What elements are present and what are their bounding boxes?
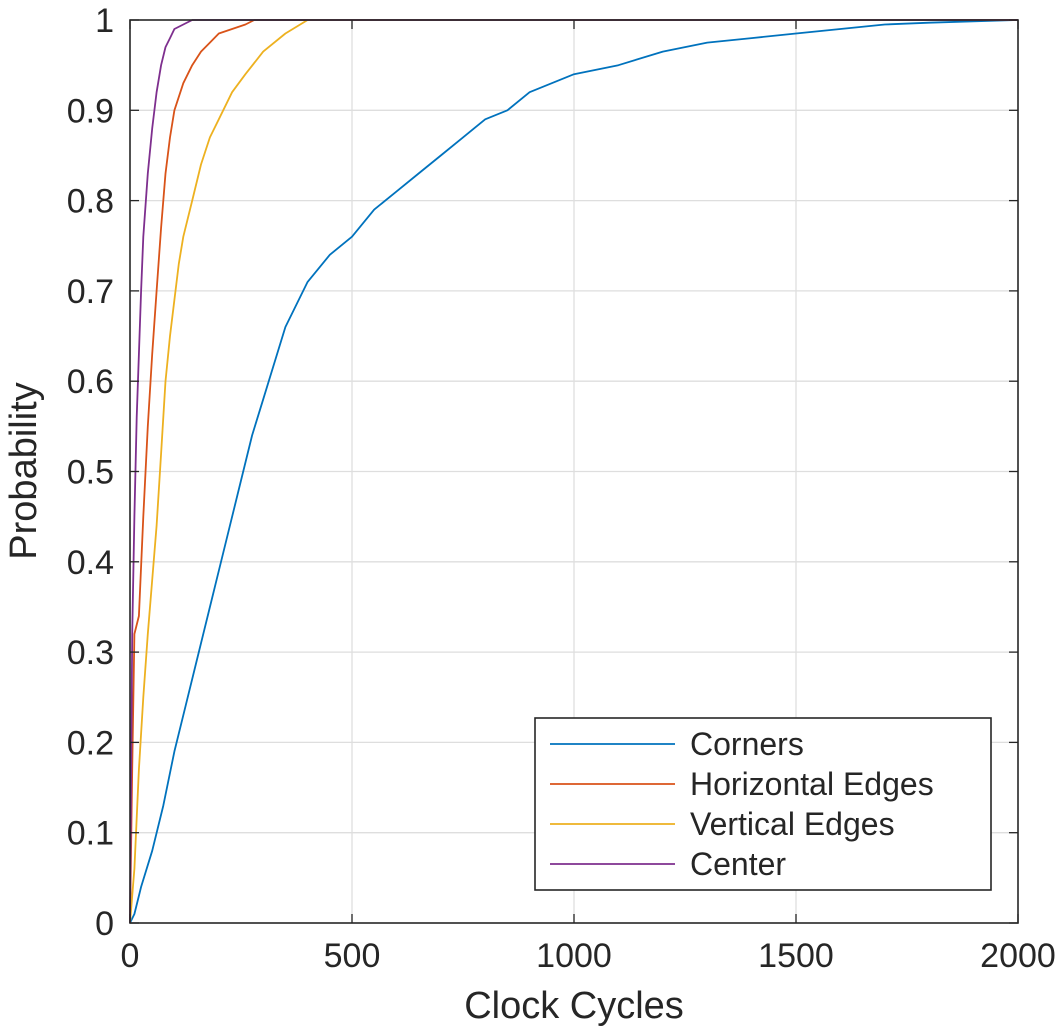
grid-lines: [130, 20, 1018, 923]
y-tick-label: 1: [95, 2, 114, 40]
series-layer: [129, 19, 1019, 924]
series-line-vertical-edges: [129, 19, 1018, 924]
y-tick-label: 0.2: [67, 724, 114, 762]
y-axis-title: Probability: [3, 382, 45, 559]
series-line-center: [129, 19, 1018, 924]
x-tick-label: 2000: [980, 937, 1056, 975]
y-tick-label: 0: [95, 905, 114, 943]
y-tick-label: 0.3: [67, 634, 114, 672]
legend-label: Vertical Edges: [690, 806, 895, 842]
legend-label: Horizontal Edges: [690, 766, 934, 802]
y-tick-label: 0.9: [67, 92, 114, 130]
y-tick-label: 0.8: [67, 183, 114, 221]
x-tick-label: 500: [324, 937, 381, 975]
series-line-corners: [129, 19, 1019, 924]
x-axis-title: Clock Cycles: [464, 985, 684, 1027]
y-tick-label: 0.4: [67, 544, 114, 582]
legend-label: Center: [690, 846, 786, 882]
legend-label: Corners: [690, 726, 804, 762]
axis-ticks: 0 500 1000 1500 2000 0 0.1 0.2 0.3 0.4 0.5 0.6 0.7 0.…: [67, 2, 1056, 975]
y-tick-label: 0.1: [67, 815, 114, 853]
series-line-horizontal-edges: [129, 19, 1018, 924]
y-tick-label: 0.6: [67, 363, 114, 401]
y-tick-label: 0.7: [67, 273, 114, 311]
x-tick-label: 0: [121, 937, 140, 975]
x-tick-label: 1500: [758, 937, 834, 975]
legend: Corners Horizontal Edges Vertical Edges Cen…: [534, 717, 992, 891]
legend-box: [534, 717, 992, 891]
x-tick-label: 1000: [536, 937, 612, 975]
y-tick-label: 0.5: [67, 454, 114, 492]
